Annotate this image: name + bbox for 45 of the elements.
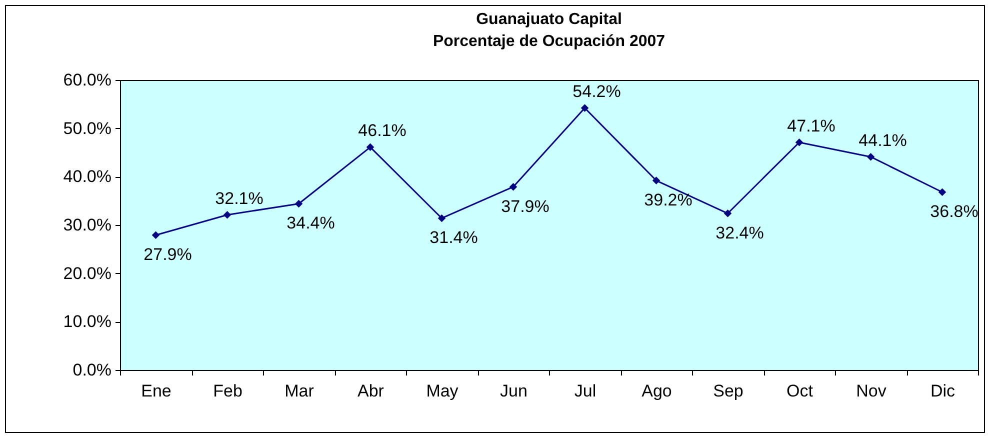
point: [795, 138, 804, 146]
x-tick-label: May: [426, 382, 459, 400]
point: [580, 104, 589, 112]
data-label: 31.4%: [430, 228, 478, 248]
x-tick-label: Jul: [574, 382, 596, 400]
data-label: 44.1%: [858, 130, 907, 150]
x-tick-label: Mar: [284, 382, 314, 400]
point: [294, 200, 303, 208]
data-label: 32.1%: [215, 188, 264, 208]
x-tick-label: Ene: [141, 382, 172, 400]
data-label: 34.4%: [286, 214, 335, 233]
data-label: 27.9%: [144, 245, 192, 264]
point: [866, 152, 875, 161]
data-label: 37.9%: [501, 196, 550, 216]
data-label: 32.4%: [716, 223, 764, 242]
point: [509, 182, 518, 191]
point: [438, 214, 446, 222]
y-tick-label: 30.0%: [63, 216, 112, 234]
point: [152, 231, 160, 240]
point: [724, 210, 732, 218]
y-tick-label: 60.0%: [63, 70, 112, 90]
x-tick-label: Feb: [213, 382, 242, 400]
x-tick-label: Abr: [358, 382, 384, 400]
x-tick-label: Nov: [856, 382, 887, 400]
x-tick-label: Ago: [642, 382, 672, 400]
point: [366, 143, 374, 152]
data-label: 36.8%: [930, 202, 978, 222]
y-tick-label: 50.0%: [63, 118, 112, 138]
chart-subtitle: Porcentaje de Ocupación 2007: [432, 33, 666, 50]
x-tick-label: Sep: [713, 382, 744, 400]
data-label: 47.1%: [787, 116, 836, 136]
data-label: 46.1%: [358, 121, 406, 140]
x-tick-label: Oct: [786, 382, 814, 400]
point: [223, 210, 232, 219]
point: [938, 188, 946, 196]
x-tick-label: Jun: [500, 382, 528, 400]
y-tick-label: 10.0%: [63, 312, 112, 332]
point: [652, 176, 660, 184]
data-label: 39.2%: [644, 190, 692, 210]
x-tick-label: Dic: [930, 382, 956, 400]
y-tick-label: 20.0%: [63, 264, 112, 283]
y-tick-label: 0.0%: [72, 360, 112, 380]
data-label: 54.2%: [572, 82, 621, 102]
y-tick-label: 40.0%: [63, 167, 112, 186]
chart-title: Guanajuato Capital: [476, 11, 622, 28]
